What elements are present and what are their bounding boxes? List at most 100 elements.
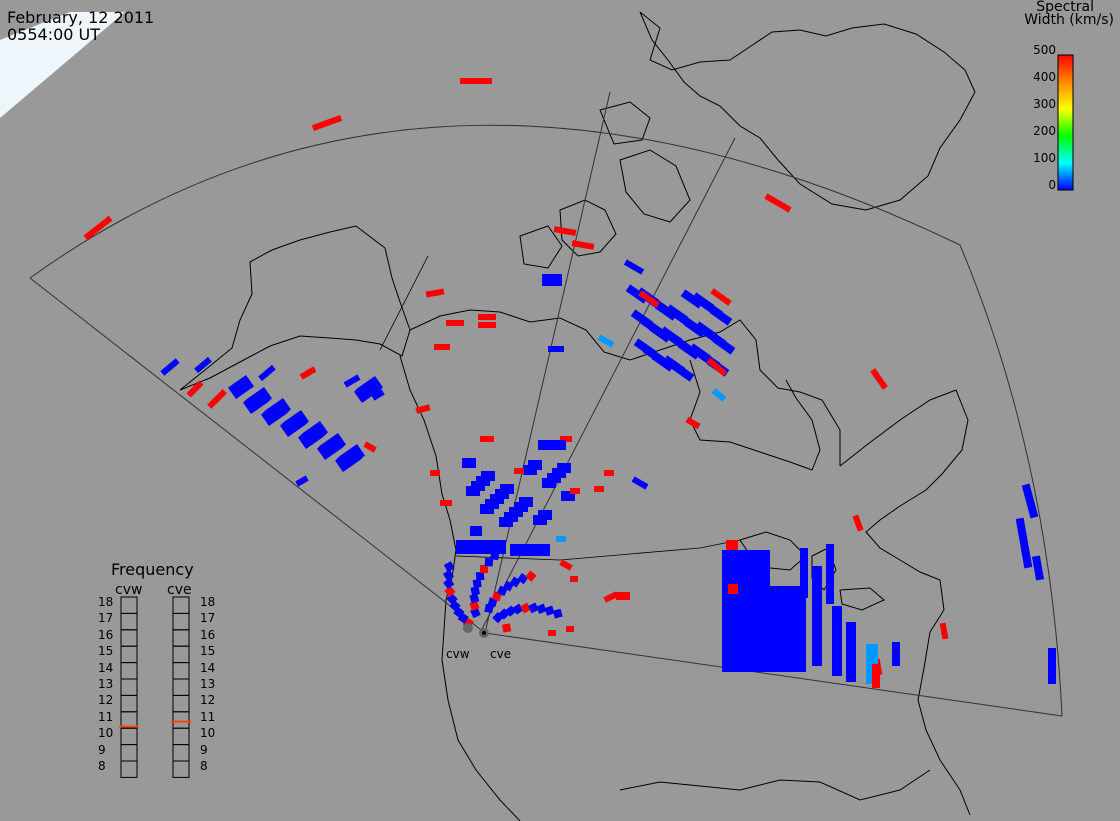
frequency-tick-right: 16 [200,627,216,642]
frequency-tick-left: 16 [98,627,114,642]
echo-cell [691,292,715,312]
echo-cell [260,401,288,427]
echo-cell [434,344,450,350]
echo-cell [295,475,309,487]
frequency-label-cve: cve [167,582,192,598]
echo-cell [800,548,808,598]
echo-cell [425,288,445,298]
echo-cell [1021,483,1039,519]
echo-cell [892,642,900,666]
echo-cell [469,593,480,604]
echo-cell [870,368,888,390]
echo-cell [659,326,683,346]
echo-cell [279,412,307,438]
echo-cell [484,603,494,614]
colorbar-tick-label: 500 [1033,43,1056,57]
site-cve-center [482,631,486,635]
echo-cell [559,559,573,571]
frequency-tick-right: 13 [200,677,216,691]
echo-cell [440,500,452,506]
frequency-tick-right: 11 [200,709,216,724]
frequency-tick-left: 10 [98,726,114,741]
echo-cell [711,388,727,402]
echo-cell [528,602,539,614]
echo-cell [688,343,712,363]
echo-cell [665,304,689,324]
frequency-tick-left: 15 [98,644,114,659]
echo-cell [353,378,381,404]
echo-cell [523,465,537,475]
echo-cell [475,571,485,581]
echo-cell [630,309,654,329]
echo-cell [638,290,660,308]
echo-cell [604,470,614,476]
ice-patch [0,12,125,118]
echo-cell [722,550,770,590]
echo-cell [227,374,255,400]
echo-cell [297,424,325,450]
echo-cell [1031,555,1045,581]
echo-cell [603,591,619,603]
echo-cell [502,623,512,633]
echo-cell [484,557,494,567]
echo-cell [470,586,481,596]
echo-cell [443,561,455,573]
echo-cell [480,565,488,573]
frequency-tick-right: 8 [200,759,208,773]
echo-cell [207,389,227,409]
echo-cell [442,569,455,581]
echo-cell [594,486,604,492]
echo-cell [510,544,550,556]
echo-cell [443,577,455,590]
echo-cell [571,240,595,250]
site-label-cve: cve [490,647,512,661]
date-label: February, 12 2011 [7,8,155,27]
echo-cell [544,605,555,616]
echo-cell [1048,648,1056,684]
echo-cell [514,468,524,474]
echo-cell [561,491,575,501]
echo-cell [160,358,180,376]
echo-cell [480,504,494,514]
echo-cell [472,578,482,588]
colorbar-tick-label: 100 [1033,151,1056,165]
echo-cell [710,288,732,306]
echo-cell [685,416,701,430]
echo-cell [415,404,431,414]
colorbar-title-line2: Width (km/s) [1024,12,1114,28]
site-label-cvw: cvw [446,647,470,661]
coastlines [179,11,976,821]
echo-cell [444,585,456,598]
echo-cell [478,314,496,320]
echo-cell [499,517,513,527]
time-label: 0554:00 UT [7,25,101,44]
echo-cell [694,321,718,341]
echo-cell [662,355,686,375]
echo-cell [525,570,537,582]
frequency-tick-left: 8 [98,759,106,773]
echo-cell [570,576,578,582]
echo-cell [311,115,343,131]
echo-cell [553,226,577,236]
echo-cell [470,526,482,536]
echo-cell [83,215,113,241]
frequency-tick-right: 12 [200,693,216,708]
echo-cell [363,441,377,453]
echo-cell [728,584,738,594]
echo-cell [334,447,362,473]
frequency-tick-left: 14 [98,660,114,675]
echo-cell [1015,517,1033,569]
echo-cell [556,536,566,542]
frequency-tick-left: 13 [98,677,114,691]
frequency-tick-left: 11 [98,709,114,724]
echo-cell [242,389,270,415]
echo-cell [520,602,532,614]
echo-cell [826,544,834,604]
echo-cell [371,389,385,401]
echo-cell [480,436,494,442]
echo-cell [460,78,492,84]
echo-cell [552,608,563,619]
echo-cell [939,622,949,640]
frequency-scale-boxes [119,596,191,778]
echo-cell [597,334,615,348]
